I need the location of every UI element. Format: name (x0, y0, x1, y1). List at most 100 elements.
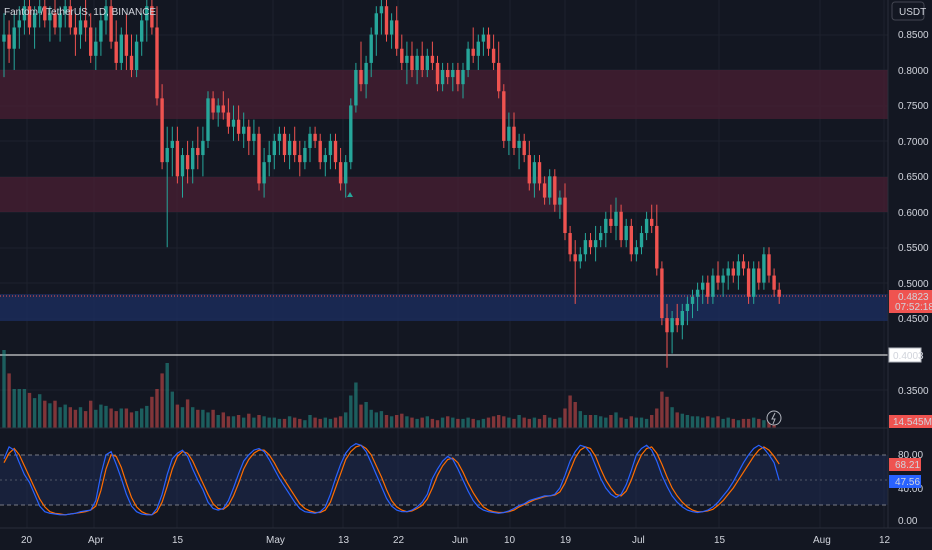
candle-body (175, 140, 180, 177)
candle-body (568, 233, 572, 255)
volume-bar (293, 417, 297, 428)
candle-body (583, 240, 588, 255)
volume-bar (221, 412, 225, 428)
time-tick: Jun (452, 535, 468, 546)
stoch-band (0, 455, 888, 505)
candle-body (405, 55, 409, 63)
volume-bar (94, 409, 98, 428)
stoch-k-value: 47.56 (895, 477, 920, 488)
volume-bar (588, 415, 593, 428)
candle-body (160, 98, 164, 163)
volume-bar (440, 417, 445, 428)
volume-bar (2, 350, 6, 428)
candle (502, 84, 506, 148)
volume-bar (145, 405, 149, 428)
stoch-k-tag (889, 475, 921, 488)
candle-body (644, 218, 649, 234)
volume-bar (282, 418, 287, 428)
price-axis[interactable] (888, 0, 932, 528)
volume-bar (359, 404, 363, 428)
volume-bar (706, 416, 710, 428)
candle-body (476, 41, 480, 56)
candle-body (721, 275, 725, 283)
volume-bars (2, 350, 776, 428)
volume-bar (497, 415, 501, 428)
time-tick: 22 (393, 535, 405, 546)
candle-body (145, 6, 149, 21)
volume-bar (384, 415, 389, 428)
candle-body (124, 34, 129, 56)
price-tick: 0.7500 (898, 101, 929, 112)
volume-bar (114, 411, 118, 428)
candle (53, 0, 57, 35)
candle (731, 261, 735, 283)
candle (333, 133, 338, 170)
candle (512, 112, 516, 156)
candle-body (7, 34, 11, 49)
countdown-value: 07:52:18 (895, 302, 932, 313)
candle (63, 0, 67, 28)
currency-button-label: USDT (899, 7, 926, 18)
candle-body (231, 119, 236, 127)
stoch-k-line (3, 443, 780, 516)
candle-body (634, 247, 639, 255)
symbol-title[interactable]: Fantom / TetherUS, 1D, BINANCE (4, 7, 156, 18)
candle-body (446, 70, 450, 78)
candle (486, 27, 491, 56)
time-tick: 13 (338, 535, 350, 546)
volume-bar (160, 373, 164, 428)
volume-bar (634, 417, 639, 428)
candle (78, 6, 83, 49)
candle (456, 62, 460, 92)
volume-bar (486, 417, 491, 428)
candle (548, 169, 552, 205)
candle (593, 225, 598, 262)
price-tick: 0.4500 (898, 314, 929, 325)
volume-bar (558, 417, 562, 428)
candle (308, 126, 312, 163)
candle (721, 268, 725, 297)
volume-bar (650, 415, 654, 428)
volume-bar (32, 398, 37, 428)
candle-body (553, 176, 557, 205)
candle-body (354, 70, 358, 106)
volume-bar (349, 395, 353, 428)
candle-body (119, 34, 123, 63)
candle (17, 6, 21, 49)
candle-body (287, 140, 292, 156)
volume-bar (155, 389, 159, 428)
candle-body (180, 155, 185, 177)
volume-bar (247, 413, 251, 428)
candle (675, 303, 679, 333)
volume-bar (446, 416, 450, 428)
time-axis-labels: 20 Apr 15 May 13 22 Jun 10 19 Jul 15 Aug… (21, 535, 891, 546)
candle-body (655, 225, 659, 269)
candle-body (185, 155, 190, 170)
candle (48, 6, 52, 42)
candle (522, 133, 526, 163)
last-price-tag (889, 290, 932, 313)
volume-bar (344, 412, 348, 428)
volume-bar (599, 416, 603, 428)
candle-body (349, 105, 353, 163)
time-axis[interactable] (0, 528, 888, 550)
lightning-icon-button[interactable] (766, 410, 782, 426)
candle-body (619, 211, 623, 241)
time-tick: 12 (879, 535, 891, 546)
volume-bar (491, 416, 496, 428)
currency-button[interactable] (891, 1, 925, 21)
candle (395, 6, 399, 56)
candle (165, 126, 169, 248)
volume-bar (430, 418, 435, 428)
candle (410, 41, 414, 78)
candle (89, 13, 93, 63)
volume-bar (435, 420, 440, 428)
candle (400, 34, 404, 70)
candle-body (451, 70, 455, 78)
candle-body (471, 48, 475, 56)
candle-body (706, 282, 710, 297)
price-axis-labels: 0.8500 0.8000 0.7500 0.7000 0.6500 0.600… (898, 30, 929, 527)
candle (185, 140, 190, 184)
volume-bar (303, 420, 307, 428)
candle-body (262, 162, 266, 184)
